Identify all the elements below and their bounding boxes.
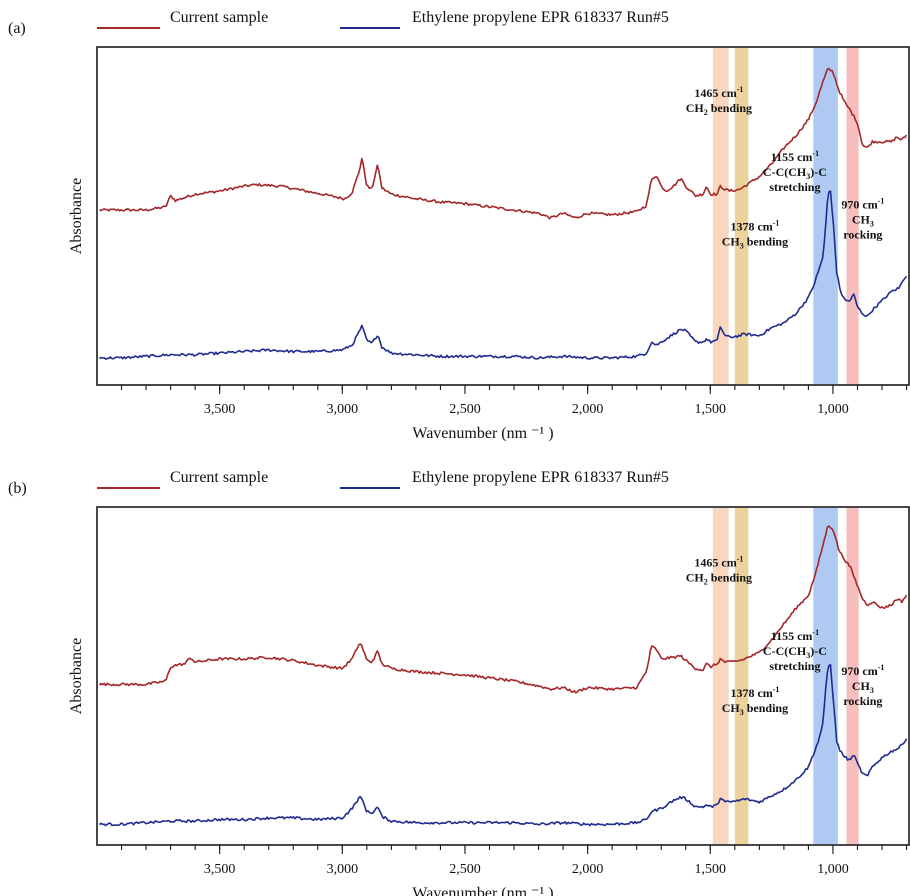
- panel-label: (a): [8, 20, 26, 37]
- annotation-mode: rocking: [843, 694, 882, 708]
- x-tick-label: 2,500: [449, 862, 481, 877]
- annotation-wavenumber: 1465 cm-1: [694, 85, 743, 100]
- annotation-assignment: C-C(CH3)-C: [763, 165, 827, 181]
- x-tick-label: 1,500: [695, 862, 727, 877]
- panel-a: (a) Current sample Ethylene propylene EPR …: [8, 9, 910, 442]
- series-line-epr-reference: [98, 663, 908, 827]
- annotation-wavenumber: 970 cm-1: [841, 196, 884, 211]
- x-tick-label: 2,000: [572, 402, 604, 417]
- y-axis-label: Absorbance: [68, 178, 85, 254]
- annotation-assignment: C-C(CH3)-C: [763, 644, 827, 660]
- x-tick-label: 1,500: [695, 402, 727, 417]
- x-axis-label: Wavenumber (nm ⁻¹ ): [412, 885, 553, 896]
- x-tick-label: 3,500: [204, 402, 236, 417]
- plot-frame: [96, 46, 910, 386]
- legend-label-current: Current sample: [170, 9, 268, 26]
- series-line-current-sample: [98, 525, 908, 694]
- highlight-band-0: [712, 48, 729, 384]
- annotation-mode: stretching: [769, 180, 820, 194]
- annotation-wavenumber: 1378 cm-1: [730, 219, 779, 234]
- series-line-epr-reference: [99, 190, 908, 360]
- annotation-assignment: CH3: [852, 212, 874, 228]
- x-tick-label: 2,500: [449, 402, 481, 417]
- annotation-mode: stretching: [769, 659, 820, 673]
- annotation-wavenumber: 1465 cm-1: [694, 555, 743, 570]
- plot-frame: [96, 506, 910, 846]
- annotation-mode: rocking: [843, 227, 882, 241]
- legend-label-current: Current sample: [170, 469, 268, 486]
- annotation-wavenumber: 1378 cm-1: [730, 685, 779, 700]
- annotation-assignment: CH3: [852, 679, 874, 695]
- annotation-wavenumber: 970 cm-1: [841, 663, 884, 678]
- panel-b: (b) Current sample Ethylene propylene EPR …: [8, 469, 910, 896]
- y-axis-label: Absorbance: [68, 638, 85, 714]
- annotation-assignment: CH3 bending: [722, 235, 788, 251]
- series-line-current-sample: [99, 67, 908, 220]
- legend: Current sample Ethylene propylene EPR 618…: [97, 9, 669, 29]
- panel-label: (b): [8, 480, 27, 497]
- legend-label-reference: Ethylene propylene EPR 618337 Run#5: [412, 469, 669, 486]
- x-tick-label: 1,000: [817, 862, 849, 877]
- legend: Current sample Ethylene propylene EPR 618…: [97, 469, 669, 489]
- highlight-band-1: [734, 48, 749, 384]
- annotation-wavenumber: 1155 cm-1: [771, 149, 819, 164]
- annotation-assignment: CH2 bending: [686, 101, 752, 117]
- x-tick-label: 3,000: [327, 862, 359, 877]
- highlight-band-1: [734, 508, 749, 844]
- highlight-band-0: [712, 508, 729, 844]
- x-tick-label: 2,000: [572, 862, 604, 877]
- x-tick-label: 1,000: [817, 402, 849, 417]
- annotation-wavenumber: 1155 cm-1: [771, 628, 819, 643]
- x-axis-label: Wavenumber (nm ⁻¹ ): [412, 425, 553, 442]
- legend-label-reference: Ethylene propylene EPR 618337 Run#5: [412, 9, 669, 26]
- x-tick-label: 3,000: [327, 402, 359, 417]
- annotation-assignment: CH2 bending: [686, 571, 752, 587]
- highlight-band-2: [813, 508, 838, 844]
- annotation-assignment: CH3 bending: [722, 701, 788, 717]
- x-tick-label: 3,500: [204, 862, 236, 877]
